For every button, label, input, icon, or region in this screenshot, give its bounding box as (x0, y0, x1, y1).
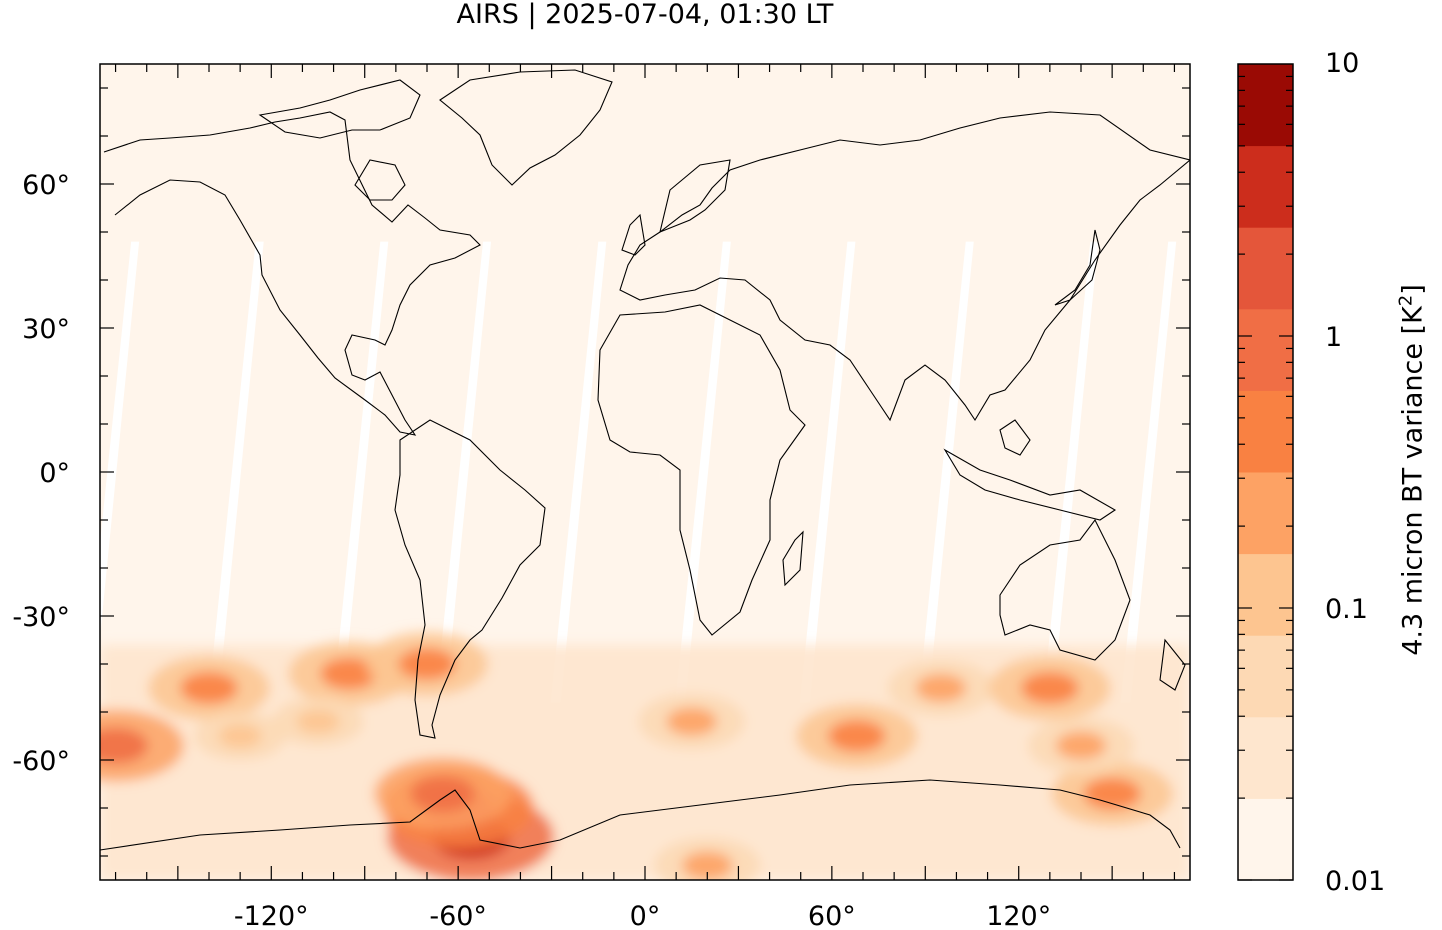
variance-hotspot-core (180, 672, 238, 704)
variance-hotspot-core (666, 707, 717, 736)
coastline-uk (621, 213, 646, 256)
swath-gap (799, 241, 856, 703)
coastline-arctic-islands (258, 79, 421, 139)
variance-hotspot-core (410, 775, 475, 812)
swath-gap (332, 241, 389, 703)
variance-hotspot-core (682, 851, 733, 880)
lon-tick-label: 60° (808, 901, 856, 930)
lat-tick-label: 60° (22, 170, 70, 201)
lat-tick-label: 30° (22, 314, 70, 345)
variance-hotspot-core (100, 727, 148, 764)
variance-hotspot-core (320, 657, 378, 690)
coastline-eurasia (619, 111, 1190, 422)
map-tick-marks (100, 64, 1190, 880)
lat-tick-label: -60° (12, 746, 70, 777)
swath-gap (1120, 241, 1177, 703)
colorbar-label-prefix: 4.3 micron BT variance [K (1397, 306, 1429, 656)
coastline-north-america (103, 111, 481, 436)
coastline-japan (1054, 229, 1101, 306)
lon-tick-label: 0° (630, 901, 661, 930)
variance-hotspot-core (1083, 777, 1141, 810)
coastline-madagascar (782, 530, 804, 587)
coastline-australia (999, 518, 1131, 661)
variance-hotspot-core (1021, 672, 1079, 704)
variance-hotspot-core (915, 674, 967, 702)
coastline-greenland (439, 69, 613, 186)
coastline-antarctica (100, 779, 1181, 851)
longitude-tick-labels: -120° -60° 0° 60° 120° (234, 901, 1051, 930)
swath-gap (208, 241, 264, 703)
swath-gap (435, 241, 492, 703)
lat-tick-label: -30° (12, 602, 70, 633)
swath-gap (550, 241, 607, 703)
variance-hotspot-core (827, 720, 886, 752)
colorbar-label-suffix: ] (1397, 284, 1429, 295)
latitude-tick-labels: 60° 30° 0° -30° -60° (12, 170, 70, 777)
coastline-africa (597, 304, 806, 636)
colorbar-label-sup: 2 (1395, 294, 1417, 307)
coastlines (100, 69, 1190, 851)
coastline-new-zealand (1159, 638, 1186, 691)
coastline-indonesia (943, 448, 1117, 521)
variance-hotspot-core (398, 648, 456, 680)
lon-tick-label: 120° (986, 901, 1051, 930)
lon-tick-label: -60° (429, 901, 487, 930)
coastline-scandinavia (659, 159, 731, 233)
swath-gap (1042, 241, 1099, 703)
lat-tick-label: 0° (39, 458, 70, 489)
variance-hotspot-core (218, 724, 262, 748)
swath-gaps (100, 241, 1177, 703)
swath-gap (918, 241, 974, 703)
variance-hotspot-core (1055, 731, 1107, 760)
map-title: AIRS | 2025-07-04, 01:30 LT (456, 0, 834, 30)
coastline-south-america (394, 419, 546, 739)
variance-hotspot-core (296, 709, 340, 734)
variance-field (100, 632, 1190, 880)
lon-tick-label: -120° (234, 901, 309, 930)
swath-gap (675, 241, 731, 703)
